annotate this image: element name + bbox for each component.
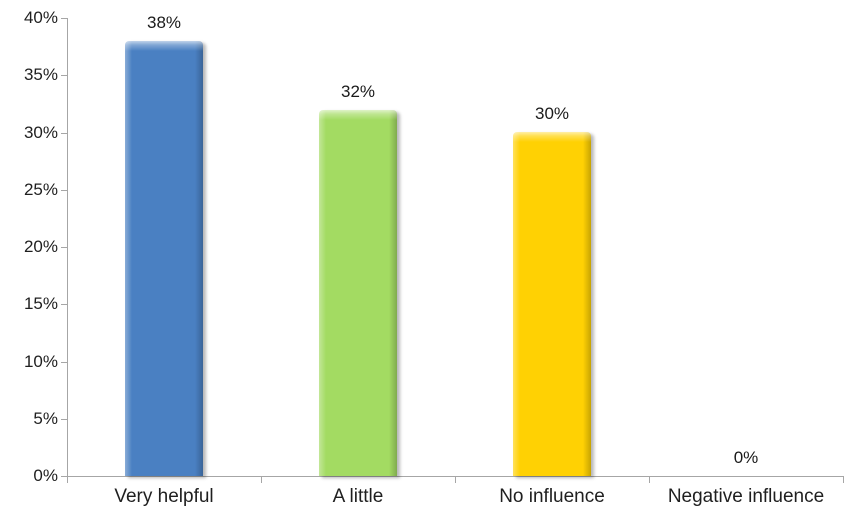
x-axis-tick-mark	[843, 477, 844, 483]
y-axis-tick-mark	[61, 361, 67, 363]
y-axis-tick-label: 40%	[23, 8, 58, 27]
bar-very-helpful	[125, 41, 203, 476]
y-axis-tick-mark	[61, 304, 67, 306]
bar-value-label: 30%	[534, 104, 570, 123]
x-axis-category-label: Negative influence	[667, 486, 825, 507]
y-axis-tick-mark	[61, 75, 67, 77]
x-axis-category-label: A little	[332, 486, 384, 507]
x-axis-tick-mark	[67, 477, 68, 483]
bar-value-label: 32%	[340, 82, 376, 101]
y-axis-tick-label: 35%	[23, 65, 58, 85]
y-axis-tick-mark	[61, 132, 67, 134]
bar-value-label: 38%	[146, 13, 182, 32]
y-axis-tick-mark	[61, 418, 67, 420]
y-axis-tick-mark	[61, 247, 67, 248]
x-axis-tick-mark	[455, 477, 456, 483]
x-axis-category-label: Very helpful	[114, 486, 214, 507]
x-axis-tick-mark	[261, 477, 262, 483]
x-axis-tick-mark	[649, 477, 650, 483]
y-axis-tick-label: 10%	[23, 351, 58, 371]
y-axis-tick-label: 15%	[23, 294, 58, 314]
bar-a-little	[319, 110, 397, 476]
y-axis-tick-mark	[61, 476, 67, 477]
y-axis-tick-label: 20%	[23, 237, 58, 256]
x-axis-category-label: No influence	[499, 486, 605, 507]
y-axis-tick-label: 25%	[23, 179, 58, 199]
bar-value-label: 0%	[733, 448, 759, 467]
bar-no-influence	[513, 132, 591, 476]
y-axis-tick-mark	[61, 189, 67, 191]
y-axis-tick-label: 0%	[33, 466, 58, 485]
plot-area	[67, 18, 844, 477]
y-axis-tick-mark	[61, 18, 67, 19]
y-axis-tick-label: 30%	[23, 122, 58, 142]
y-axis-tick-label: 5%	[33, 408, 58, 428]
